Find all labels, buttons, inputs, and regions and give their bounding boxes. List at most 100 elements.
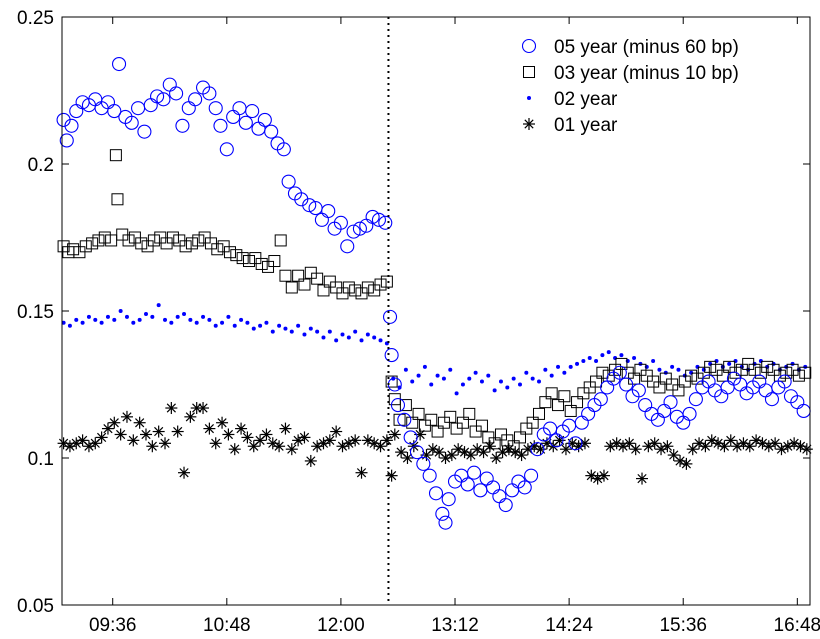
data-point xyxy=(279,269,292,282)
data-point xyxy=(498,497,513,513)
data-point xyxy=(86,314,91,319)
data-point xyxy=(258,323,263,328)
data-point xyxy=(644,364,649,369)
data-point xyxy=(285,281,298,294)
data-point xyxy=(619,353,624,358)
data-point xyxy=(526,416,539,429)
data-point xyxy=(796,403,811,419)
data-point xyxy=(352,221,367,236)
data-point xyxy=(166,231,179,244)
data-point xyxy=(277,323,282,328)
data-point xyxy=(74,317,79,322)
data-point xyxy=(486,373,491,378)
data-point xyxy=(463,407,476,420)
data-point xyxy=(761,360,774,373)
data-point xyxy=(473,370,478,375)
data-point xyxy=(359,338,364,343)
data-point xyxy=(380,275,393,288)
data-point xyxy=(651,358,656,363)
data-point xyxy=(672,384,685,397)
data-point xyxy=(505,483,520,498)
data-point xyxy=(346,224,361,239)
data-point xyxy=(304,454,317,467)
data-point xyxy=(581,358,586,363)
data-point xyxy=(175,314,180,319)
data-point xyxy=(701,367,706,372)
data-point xyxy=(323,434,336,447)
y-tick-label: 0.2 xyxy=(28,155,54,176)
data-point xyxy=(264,124,279,139)
data-point xyxy=(245,320,250,325)
data-point xyxy=(466,465,482,480)
data-point xyxy=(201,314,206,319)
data-point xyxy=(568,436,583,451)
data-point xyxy=(69,104,84,119)
data-point xyxy=(564,404,577,417)
data-point xyxy=(321,203,336,219)
data-point xyxy=(612,365,627,380)
data-point xyxy=(321,335,326,340)
data-point xyxy=(488,437,501,450)
data-point xyxy=(124,115,139,130)
data-point xyxy=(729,366,742,379)
data-point xyxy=(600,380,615,395)
data-point xyxy=(182,311,187,316)
data-point xyxy=(80,320,85,325)
data-point xyxy=(230,249,243,262)
data-point xyxy=(349,434,362,447)
series-circle xyxy=(56,56,811,530)
legend-marker-circle xyxy=(521,38,537,54)
data-point xyxy=(112,317,117,322)
data-point xyxy=(251,326,256,331)
data-point xyxy=(537,379,542,384)
data-point xyxy=(188,317,193,322)
data-point xyxy=(590,375,603,388)
data-point xyxy=(152,425,165,438)
data-point xyxy=(146,440,159,453)
data-point xyxy=(184,410,197,423)
data-point xyxy=(220,320,225,325)
data-point xyxy=(334,338,339,343)
data-point xyxy=(558,390,571,403)
data-point xyxy=(507,440,520,453)
data-point xyxy=(346,335,351,340)
data-point xyxy=(283,326,288,331)
data-point xyxy=(105,314,110,319)
data-point xyxy=(587,356,592,361)
data-point xyxy=(492,489,507,504)
data-point xyxy=(657,367,662,372)
data-point xyxy=(384,348,399,363)
data-point xyxy=(403,430,418,445)
data-point xyxy=(86,237,99,250)
data-point xyxy=(460,477,475,492)
data-point xyxy=(568,364,573,369)
data-point xyxy=(422,468,437,483)
data-point xyxy=(131,320,136,325)
data-point xyxy=(114,428,127,441)
data-point xyxy=(127,434,140,447)
data-point xyxy=(165,402,178,415)
legend: 05 year (minus 60 bp) 03 year (minus 10 b… xyxy=(521,37,739,136)
data-point xyxy=(255,257,268,270)
data-point xyxy=(355,466,368,479)
data-point xyxy=(619,377,634,392)
data-point xyxy=(718,440,731,453)
data-point xyxy=(539,396,552,409)
data-point xyxy=(571,396,584,409)
data-point xyxy=(581,406,596,421)
data-point xyxy=(308,326,313,331)
data-point xyxy=(298,278,311,291)
data-point xyxy=(238,115,253,130)
data-point xyxy=(685,369,698,382)
data-point xyxy=(663,395,678,410)
data-point xyxy=(330,425,343,438)
data-point xyxy=(473,483,488,498)
data-point xyxy=(456,416,469,429)
x-tick-label: 09:36 xyxy=(89,615,137,636)
data-point xyxy=(777,374,792,389)
data-point xyxy=(606,350,611,355)
data-point xyxy=(274,234,287,247)
data-point xyxy=(530,442,545,457)
legend-label: 02 year xyxy=(554,89,618,110)
data-point xyxy=(213,118,228,133)
